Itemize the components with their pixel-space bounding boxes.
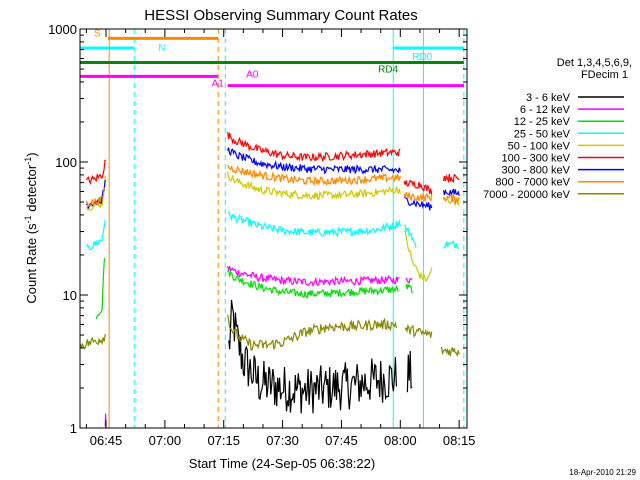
flag-annotations: S N RD0 RD4 A0 A1	[80, 28, 464, 90]
series-4-segment-1	[227, 171, 401, 201]
series-0	[228, 299, 413, 414]
x-tick-label-4: 07:45	[325, 433, 358, 448]
ylabel-mid: detector	[24, 164, 39, 215]
ylabel-end: )	[24, 152, 39, 156]
series-0-segment-1	[406, 350, 413, 393]
legend-label-0: 3 - 6 keV	[526, 92, 571, 104]
series-6	[85, 147, 460, 211]
series-5	[85, 131, 460, 195]
legend-header-1: Det 1,3,4,5,6,9,	[557, 57, 632, 69]
legend-label-4: 50 - 100 keV	[508, 140, 571, 152]
series-3-segment-2	[404, 224, 417, 248]
flag-label-rd0: RD0	[412, 52, 432, 63]
series-5-segment-0	[85, 159, 107, 186]
chart-title: HESSI Observing Summary Count Rates	[144, 7, 417, 24]
series-3-segment-1	[227, 211, 401, 238]
series-7	[85, 164, 460, 207]
y-axis-label: Count Rate (s-1 detector-1)	[23, 152, 39, 303]
series-1-segment-2	[405, 277, 413, 284]
series-2-segment-1	[227, 268, 399, 300]
series-8-segment-1	[227, 314, 397, 352]
ylabel-main: Count Rate (s	[24, 223, 39, 304]
legend-label-2: 12 - 25 keV	[514, 116, 571, 128]
x-tick-label-3: 07:30	[266, 433, 299, 448]
flag-label-a1: A1	[212, 79, 225, 90]
flag-label-rd4: RD4	[378, 64, 398, 75]
flag-label-s: S	[94, 28, 101, 39]
x-tick-label-1: 07:00	[149, 433, 182, 448]
y-tick-label-0: 1	[70, 421, 77, 436]
series-7-segment-0	[85, 187, 106, 207]
series-6-segment-1	[227, 147, 401, 175]
series-2	[95, 258, 413, 320]
series-7-segment-3	[443, 192, 460, 205]
x-tick-label-5: 08:00	[384, 433, 417, 448]
y-tick-label-3: 1000	[48, 22, 77, 37]
legend-label-5: 100 - 300 keV	[502, 153, 571, 165]
series-7-segment-1	[227, 164, 401, 188]
series-2-segment-2	[405, 282, 413, 294]
series-4-segment-2	[403, 230, 433, 283]
series-8	[79, 314, 460, 358]
x-axis-label: Start Time (24-Sep-05 06:38:22)	[189, 456, 375, 471]
legend-header-2: FDecim 1	[581, 69, 628, 81]
series-5-segment-3	[442, 173, 460, 184]
x-tick-label-2: 07:15	[207, 433, 240, 448]
series-6-segment-3	[442, 188, 460, 196]
y-tick-label-1: 10	[63, 288, 77, 303]
flag-label-n: N	[158, 43, 165, 54]
plot-area	[79, 29, 465, 429]
series-6-segment-2	[403, 196, 433, 211]
axes: 06:45 07:00 07:15 07:30 07:45 08:00 08:15 1 10 10…	[48, 22, 475, 448]
series-5-segment-2	[403, 179, 433, 195]
series-8-segment-0	[79, 334, 106, 350]
flag-label-a0: A0	[246, 69, 259, 80]
series-4	[85, 171, 460, 283]
legend-label-3: 25 - 50 keV	[514, 128, 571, 140]
x-tick-label-0: 06:45	[90, 433, 123, 448]
ylabel-sup1: -1	[23, 215, 33, 223]
series-1-segment-1	[227, 265, 399, 288]
plot-frame	[79, 28, 468, 429]
footer-timestamp: 18-Apr-2010 21:29	[569, 468, 636, 477]
y-tick-label-2: 100	[55, 155, 77, 170]
series-5-segment-1	[227, 131, 401, 163]
series-8-segment-2	[404, 323, 433, 338]
ylabel-sup2: -1	[23, 157, 33, 165]
legend-label-7: 800 - 7000 keV	[495, 177, 570, 189]
legend-label-6: 300 - 800 keV	[502, 165, 571, 177]
series-7-segment-2	[403, 192, 433, 203]
legend-label-1: 6 - 12 keV	[520, 104, 571, 116]
series-3-segment-0	[85, 219, 106, 251]
series-8-segment-3	[440, 346, 460, 358]
series-3-segment-3	[443, 240, 460, 250]
series-0-segment-0	[228, 299, 397, 414]
series-3	[85, 211, 460, 251]
x-tick-label-6: 08:15	[443, 433, 476, 448]
series-2-segment-0	[95, 258, 105, 320]
legend-label-8: 7000 - 20000 keV	[483, 189, 571, 201]
